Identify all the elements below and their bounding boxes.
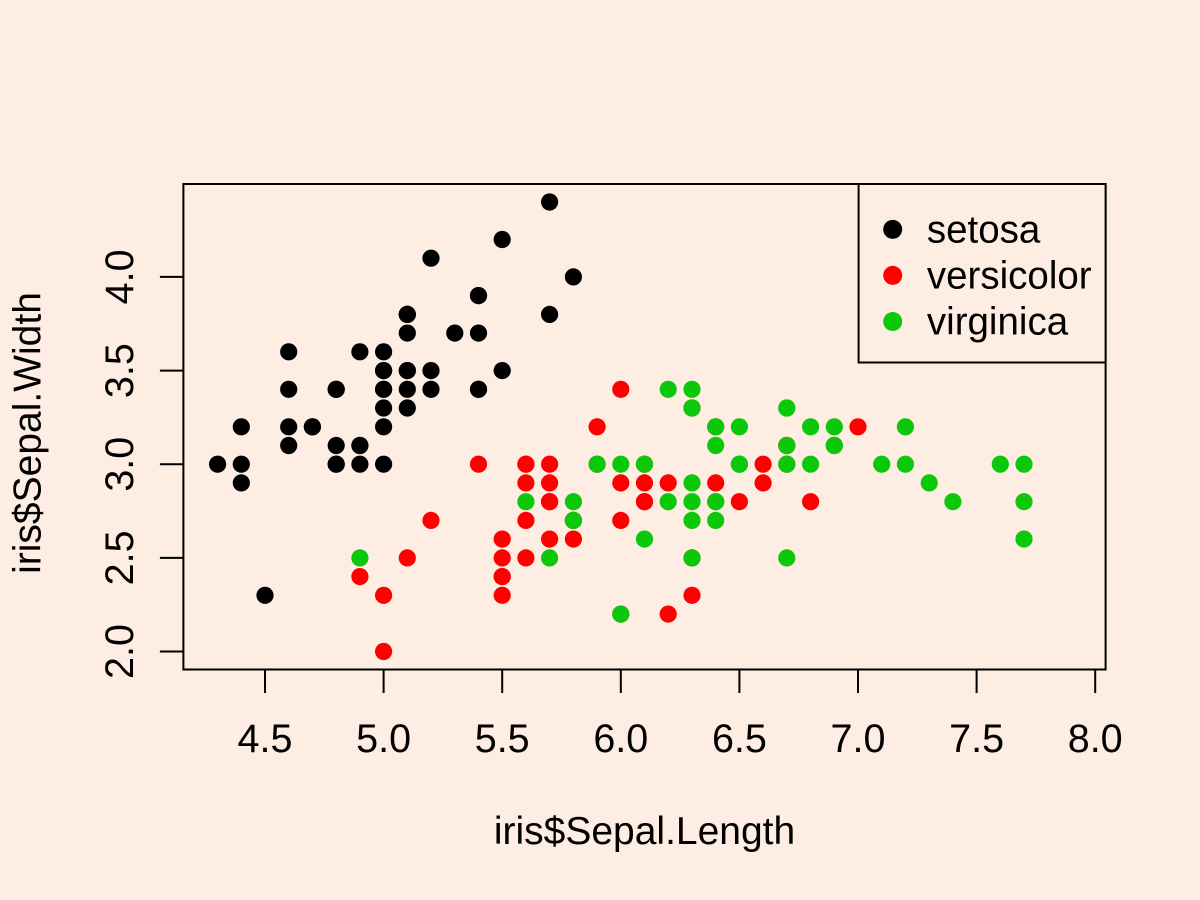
svg-text:setosa: setosa (927, 208, 1041, 251)
svg-text:4.5: 4.5 (238, 717, 293, 761)
svg-text:7.0: 7.0 (831, 717, 886, 761)
svg-text:iris$Sepal.Width: iris$Sepal.Width (7, 292, 50, 574)
svg-text:5.0: 5.0 (356, 717, 411, 761)
svg-text:8.0: 8.0 (1068, 717, 1123, 761)
svg-text:7.5: 7.5 (949, 717, 1004, 761)
svg-text:2.0: 2.0 (98, 624, 142, 679)
svg-text:3.0: 3.0 (98, 437, 142, 492)
svg-text:2.5: 2.5 (98, 530, 142, 585)
svg-text:iris$Sepal.Length: iris$Sepal.Length (494, 810, 795, 853)
svg-text:5.5: 5.5 (475, 717, 530, 761)
svg-text:virginica: virginica (927, 301, 1069, 344)
svg-text:versicolor: versicolor (927, 254, 1092, 297)
svg-text:6.0: 6.0 (593, 717, 648, 761)
svg-text:3.5: 3.5 (98, 343, 142, 398)
svg-text:4.0: 4.0 (98, 249, 142, 304)
svg-text:6.5: 6.5 (712, 717, 767, 761)
